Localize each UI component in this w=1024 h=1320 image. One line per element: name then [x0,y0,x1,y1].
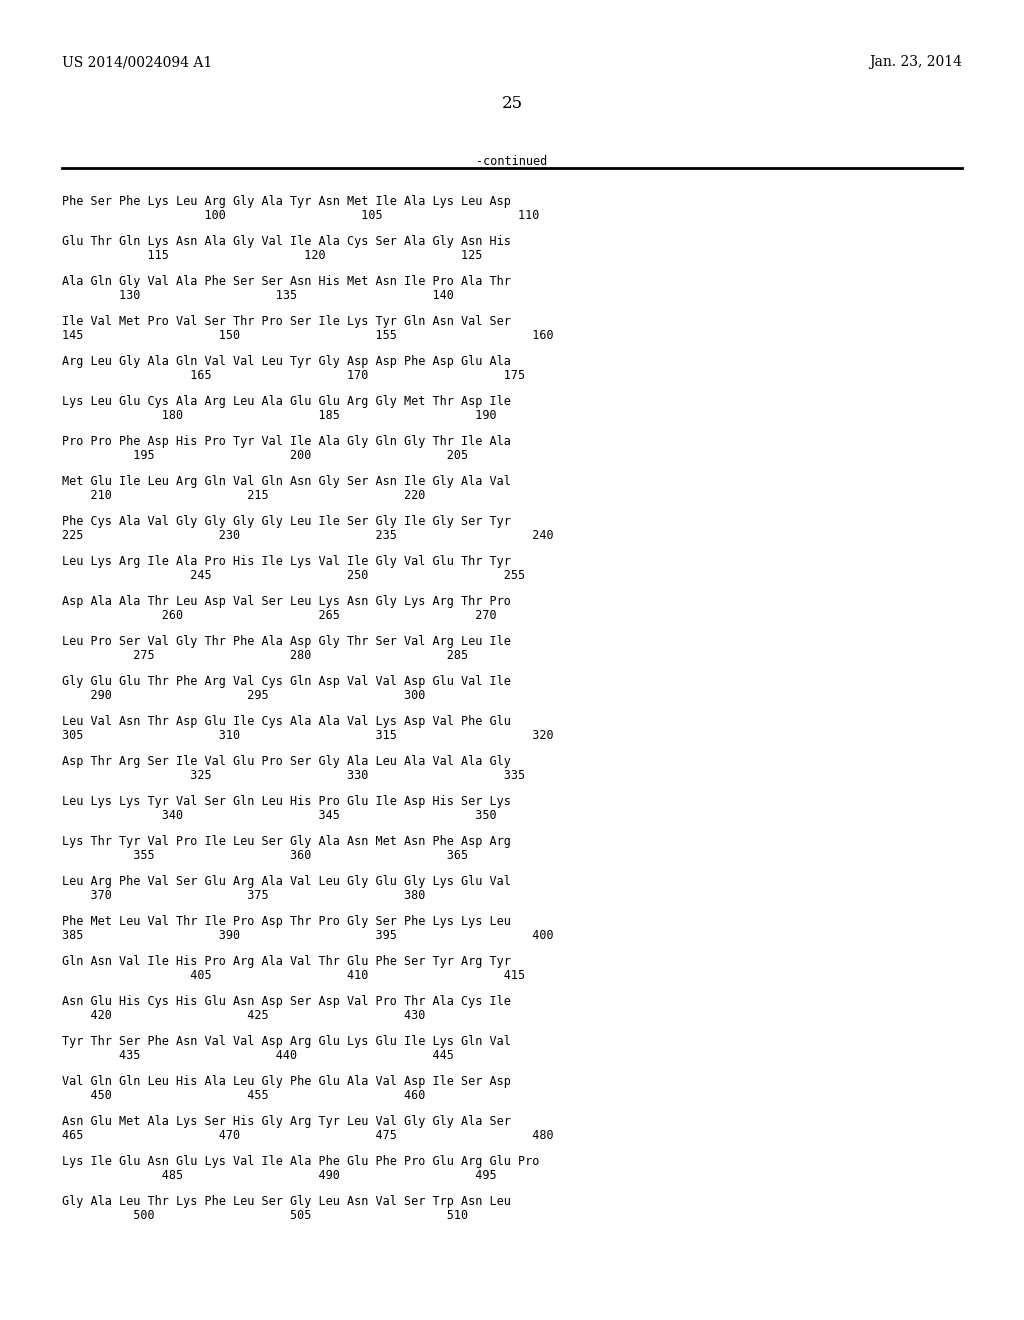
Text: Pro Pro Phe Asp His Pro Tyr Val Ile Ala Gly Gln Gly Thr Ile Ala: Pro Pro Phe Asp His Pro Tyr Val Ile Ala … [62,436,511,447]
Text: Leu Lys Lys Tyr Val Ser Gln Leu His Pro Glu Ile Asp His Ser Lys: Leu Lys Lys Tyr Val Ser Gln Leu His Pro … [62,795,511,808]
Text: 25: 25 [502,95,522,112]
Text: 225                   230                   235                   240: 225 230 235 240 [62,529,554,543]
Text: 465                   470                   475                   480: 465 470 475 480 [62,1129,554,1142]
Text: 195                   200                   205: 195 200 205 [62,449,468,462]
Text: Phe Cys Ala Val Gly Gly Gly Gly Leu Ile Ser Gly Ile Gly Ser Tyr: Phe Cys Ala Val Gly Gly Gly Gly Leu Ile … [62,515,511,528]
Text: Lys Ile Glu Asn Glu Lys Val Ile Ala Phe Glu Phe Pro Glu Arg Glu Pro: Lys Ile Glu Asn Glu Lys Val Ile Ala Phe … [62,1155,540,1168]
Text: Asp Thr Arg Ser Ile Val Glu Pro Ser Gly Ala Leu Ala Val Ala Gly: Asp Thr Arg Ser Ile Val Glu Pro Ser Gly … [62,755,511,768]
Text: Asn Glu His Cys His Glu Asn Asp Ser Asp Val Pro Thr Ala Cys Ile: Asn Glu His Cys His Glu Asn Asp Ser Asp … [62,995,511,1008]
Text: Asp Ala Ala Thr Leu Asp Val Ser Leu Lys Asn Gly Lys Arg Thr Pro: Asp Ala Ala Thr Leu Asp Val Ser Leu Lys … [62,595,511,609]
Text: Asn Glu Met Ala Lys Ser His Gly Arg Tyr Leu Val Gly Gly Ala Ser: Asn Glu Met Ala Lys Ser His Gly Arg Tyr … [62,1115,511,1129]
Text: 355                   360                   365: 355 360 365 [62,849,468,862]
Text: Gln Asn Val Ile His Pro Arg Ala Val Thr Glu Phe Ser Tyr Arg Tyr: Gln Asn Val Ile His Pro Arg Ala Val Thr … [62,954,511,968]
Text: Lys Thr Tyr Val Pro Ile Leu Ser Gly Ala Asn Met Asn Phe Asp Arg: Lys Thr Tyr Val Pro Ile Leu Ser Gly Ala … [62,836,511,847]
Text: -continued: -continued [476,154,548,168]
Text: 115                   120                   125: 115 120 125 [62,249,482,261]
Text: Leu Val Asn Thr Asp Glu Ile Cys Ala Ala Val Lys Asp Val Phe Glu: Leu Val Asn Thr Asp Glu Ile Cys Ala Ala … [62,715,511,729]
Text: 210                   215                   220: 210 215 220 [62,488,425,502]
Text: 385                   390                   395                   400: 385 390 395 400 [62,929,554,942]
Text: 420                   425                   430: 420 425 430 [62,1008,425,1022]
Text: Arg Leu Gly Ala Gln Val Val Leu Tyr Gly Asp Asp Phe Asp Glu Ala: Arg Leu Gly Ala Gln Val Val Leu Tyr Gly … [62,355,511,368]
Text: 290                   295                   300: 290 295 300 [62,689,425,702]
Text: 145                   150                   155                   160: 145 150 155 160 [62,329,554,342]
Text: 340                   345                   350: 340 345 350 [62,809,497,822]
Text: Phe Ser Phe Lys Leu Arg Gly Ala Tyr Asn Met Ile Ala Lys Leu Asp: Phe Ser Phe Lys Leu Arg Gly Ala Tyr Asn … [62,195,511,209]
Text: 305                   310                   315                   320: 305 310 315 320 [62,729,554,742]
Text: Leu Pro Ser Val Gly Thr Phe Ala Asp Gly Thr Ser Val Arg Leu Ile: Leu Pro Ser Val Gly Thr Phe Ala Asp Gly … [62,635,511,648]
Text: 325                   330                   335: 325 330 335 [62,770,525,781]
Text: Phe Met Leu Val Thr Ile Pro Asp Thr Pro Gly Ser Phe Lys Lys Leu: Phe Met Leu Val Thr Ile Pro Asp Thr Pro … [62,915,511,928]
Text: 370                   375                   380: 370 375 380 [62,888,425,902]
Text: Leu Lys Arg Ile Ala Pro His Ile Lys Val Ile Gly Val Glu Thr Tyr: Leu Lys Arg Ile Ala Pro His Ile Lys Val … [62,554,511,568]
Text: Gly Ala Leu Thr Lys Phe Leu Ser Gly Leu Asn Val Ser Trp Asn Leu: Gly Ala Leu Thr Lys Phe Leu Ser Gly Leu … [62,1195,511,1208]
Text: 100                   105                   110: 100 105 110 [62,209,540,222]
Text: 435                   440                   445: 435 440 445 [62,1049,454,1063]
Text: 260                   265                   270: 260 265 270 [62,609,497,622]
Text: Ala Gln Gly Val Ala Phe Ser Ser Asn His Met Asn Ile Pro Ala Thr: Ala Gln Gly Val Ala Phe Ser Ser Asn His … [62,275,511,288]
Text: US 2014/0024094 A1: US 2014/0024094 A1 [62,55,212,69]
Text: Tyr Thr Ser Phe Asn Val Val Asp Arg Glu Lys Glu Ile Lys Gln Val: Tyr Thr Ser Phe Asn Val Val Asp Arg Glu … [62,1035,511,1048]
Text: Gly Glu Glu Thr Phe Arg Val Cys Gln Asp Val Val Asp Glu Val Ile: Gly Glu Glu Thr Phe Arg Val Cys Gln Asp … [62,675,511,688]
Text: Leu Arg Phe Val Ser Glu Arg Ala Val Leu Gly Glu Gly Lys Glu Val: Leu Arg Phe Val Ser Glu Arg Ala Val Leu … [62,875,511,888]
Text: 245                   250                   255: 245 250 255 [62,569,525,582]
Text: Val Gln Gln Leu His Ala Leu Gly Phe Glu Ala Val Asp Ile Ser Asp: Val Gln Gln Leu His Ala Leu Gly Phe Glu … [62,1074,511,1088]
Text: Ile Val Met Pro Val Ser Thr Pro Ser Ile Lys Tyr Gln Asn Val Ser: Ile Val Met Pro Val Ser Thr Pro Ser Ile … [62,315,511,327]
Text: 500                   505                   510: 500 505 510 [62,1209,468,1222]
Text: 405                   410                   415: 405 410 415 [62,969,525,982]
Text: 450                   455                   460: 450 455 460 [62,1089,425,1102]
Text: Glu Thr Gln Lys Asn Ala Gly Val Ile Ala Cys Ser Ala Gly Asn His: Glu Thr Gln Lys Asn Ala Gly Val Ile Ala … [62,235,511,248]
Text: 180                   185                   190: 180 185 190 [62,409,497,422]
Text: Lys Leu Glu Cys Ala Arg Leu Ala Glu Glu Arg Gly Met Thr Asp Ile: Lys Leu Glu Cys Ala Arg Leu Ala Glu Glu … [62,395,511,408]
Text: 165                   170                   175: 165 170 175 [62,370,525,381]
Text: Met Glu Ile Leu Arg Gln Val Gln Asn Gly Ser Asn Ile Gly Ala Val: Met Glu Ile Leu Arg Gln Val Gln Asn Gly … [62,475,511,488]
Text: 485                   490                   495: 485 490 495 [62,1170,497,1181]
Text: Jan. 23, 2014: Jan. 23, 2014 [869,55,962,69]
Text: 130                   135                   140: 130 135 140 [62,289,454,302]
Text: 275                   280                   285: 275 280 285 [62,649,468,663]
